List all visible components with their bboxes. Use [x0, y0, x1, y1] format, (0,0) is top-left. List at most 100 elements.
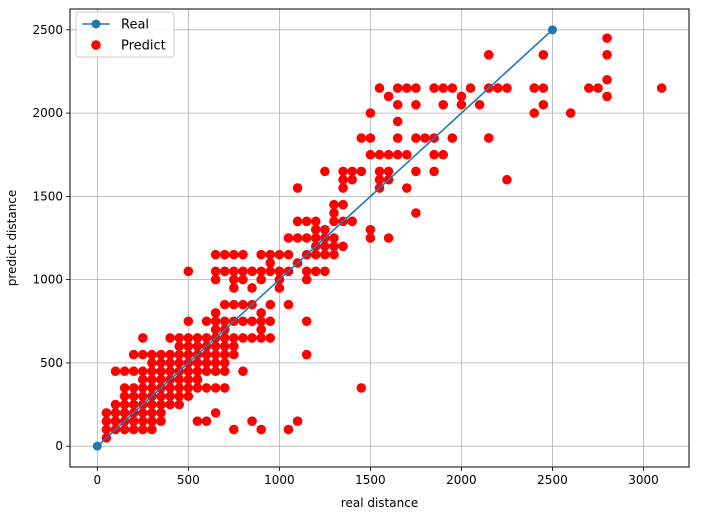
- predict-point: [147, 349, 157, 360]
- predict-point: [265, 258, 276, 268]
- predict-point: [210, 366, 221, 377]
- predict-point: [201, 358, 212, 368]
- predict-point: [174, 333, 185, 343]
- predict-point: [247, 266, 257, 277]
- predict-point: [128, 366, 139, 377]
- predict-point: [192, 416, 203, 427]
- predict-point: [119, 408, 130, 418]
- predict-point: [310, 224, 321, 235]
- predict-point: [210, 308, 221, 318]
- predict-point: [292, 416, 303, 427]
- y-tick-label: 2000: [32, 106, 63, 120]
- predict-point: [192, 358, 203, 368]
- predict-point: [156, 349, 166, 360]
- real-point: [547, 25, 557, 35]
- predict-point: [502, 83, 512, 93]
- predict-point: [456, 99, 467, 110]
- predict-point: [156, 416, 166, 427]
- predict-point: [365, 233, 376, 243]
- predict-point: [301, 233, 312, 243]
- predict-point: [183, 333, 194, 343]
- predict-point: [538, 99, 549, 110]
- predict-point: [265, 299, 276, 310]
- predict-point: [219, 349, 230, 360]
- predict-point: [165, 366, 175, 377]
- predict-point: [138, 416, 148, 427]
- predict-point: [392, 149, 403, 160]
- x-tick-label: 2000: [446, 473, 477, 487]
- predict-point: [447, 83, 458, 93]
- predict-point: [392, 83, 403, 93]
- predict-point: [329, 241, 339, 252]
- predict-point: [174, 383, 185, 393]
- predict-point: [256, 333, 266, 343]
- predict-point: [411, 83, 421, 93]
- predict-point: [138, 374, 148, 385]
- predict-point: [210, 341, 221, 352]
- predict-point: [447, 133, 458, 143]
- predict-point: [201, 316, 212, 327]
- predict-point: [310, 266, 321, 277]
- predict-point: [483, 50, 494, 60]
- predict-point: [101, 424, 112, 435]
- predict-point: [602, 74, 612, 85]
- predict-point: [383, 233, 394, 243]
- predict-point: [538, 50, 549, 60]
- predict-point: [347, 174, 357, 185]
- predict-point: [283, 424, 294, 435]
- x-tick-label: 1500: [355, 473, 386, 487]
- predict-point: [138, 349, 148, 360]
- predict-point: [584, 83, 594, 93]
- predict-point: [338, 166, 348, 177]
- predict-point: [365, 224, 376, 235]
- predict-point: [192, 366, 203, 377]
- y-tick-label: 2500: [32, 23, 63, 37]
- predict-point: [411, 99, 421, 110]
- predict-point: [438, 99, 449, 110]
- predict-point: [156, 399, 166, 410]
- legend-predict-marker-icon: [91, 40, 101, 50]
- predict-point: [356, 133, 367, 143]
- predict-point: [119, 391, 130, 402]
- predict-point: [365, 149, 376, 160]
- predict-point: [465, 83, 476, 93]
- predict-point: [210, 266, 221, 277]
- predict-point: [402, 183, 412, 193]
- predict-point: [247, 333, 257, 343]
- x-tick-label: 2500: [537, 473, 568, 487]
- predict-point: [219, 383, 230, 393]
- predict-point: [183, 374, 194, 385]
- predict-point: [392, 116, 403, 127]
- x-tick-label: 500: [177, 473, 200, 487]
- predict-point: [602, 50, 612, 60]
- predict-point: [320, 166, 330, 177]
- predict-point: [138, 366, 148, 377]
- predict-point: [101, 408, 112, 418]
- predict-point: [292, 233, 303, 243]
- legend-real-marker-icon: [91, 19, 101, 29]
- predict-point: [210, 324, 221, 335]
- predict-point: [201, 366, 212, 377]
- predict-point: [338, 183, 348, 193]
- predict-point: [301, 316, 312, 327]
- predict-point: [219, 341, 230, 352]
- predict-point: [283, 233, 294, 243]
- predict-point: [265, 316, 276, 327]
- predict-point: [147, 399, 157, 410]
- predict-point: [383, 149, 394, 160]
- predict-point: [238, 333, 248, 343]
- predict-point: [183, 366, 194, 377]
- predict-point: [402, 149, 412, 160]
- predict-point: [147, 383, 157, 393]
- predict-point: [274, 283, 285, 293]
- predict-point: [529, 108, 540, 118]
- predict-point: [165, 399, 175, 410]
- predict-point: [147, 374, 157, 385]
- predict-point: [529, 83, 540, 93]
- predict-point: [174, 341, 185, 352]
- predict-point: [347, 166, 357, 177]
- predict-point: [292, 216, 303, 227]
- predict-point: [502, 174, 512, 185]
- predict-point: [292, 183, 303, 193]
